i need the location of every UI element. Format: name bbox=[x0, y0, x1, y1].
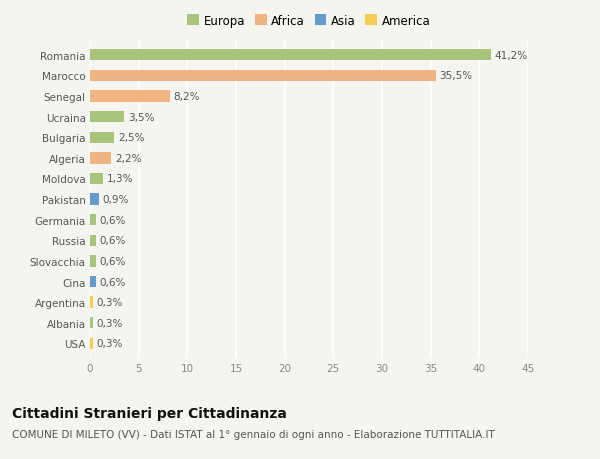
Text: 2,5%: 2,5% bbox=[118, 133, 145, 143]
Text: 0,3%: 0,3% bbox=[97, 297, 123, 308]
Bar bbox=[90, 297, 93, 308]
Bar bbox=[90, 235, 96, 246]
Bar bbox=[90, 338, 93, 349]
Bar bbox=[90, 50, 491, 62]
Text: Cittadini Stranieri per Cittadinanza: Cittadini Stranieri per Cittadinanza bbox=[12, 406, 287, 420]
Text: 0,6%: 0,6% bbox=[100, 215, 126, 225]
Text: 0,6%: 0,6% bbox=[100, 236, 126, 246]
Bar bbox=[90, 91, 170, 102]
Bar bbox=[90, 71, 436, 82]
Bar bbox=[90, 132, 115, 144]
Text: 1,3%: 1,3% bbox=[107, 174, 133, 184]
Legend: Europa, Africa, Asia, America: Europa, Africa, Asia, America bbox=[182, 10, 436, 32]
Text: 3,5%: 3,5% bbox=[128, 112, 154, 123]
Text: 35,5%: 35,5% bbox=[439, 71, 473, 81]
Bar bbox=[90, 256, 96, 267]
Bar bbox=[90, 276, 96, 288]
Bar bbox=[90, 194, 99, 205]
Bar bbox=[90, 112, 124, 123]
Text: COMUNE DI MILETO (VV) - Dati ISTAT al 1° gennaio di ogni anno - Elaborazione TUT: COMUNE DI MILETO (VV) - Dati ISTAT al 1°… bbox=[12, 429, 495, 439]
Text: 0,6%: 0,6% bbox=[100, 277, 126, 287]
Text: 0,9%: 0,9% bbox=[103, 195, 129, 205]
Bar bbox=[90, 174, 103, 185]
Text: 41,2%: 41,2% bbox=[495, 50, 528, 61]
Text: 0,3%: 0,3% bbox=[97, 339, 123, 349]
Bar bbox=[90, 153, 112, 164]
Text: 2,2%: 2,2% bbox=[115, 154, 142, 163]
Text: 0,3%: 0,3% bbox=[97, 318, 123, 328]
Text: 0,6%: 0,6% bbox=[100, 257, 126, 266]
Text: 8,2%: 8,2% bbox=[174, 92, 200, 102]
Bar bbox=[90, 214, 96, 226]
Bar bbox=[90, 318, 93, 329]
